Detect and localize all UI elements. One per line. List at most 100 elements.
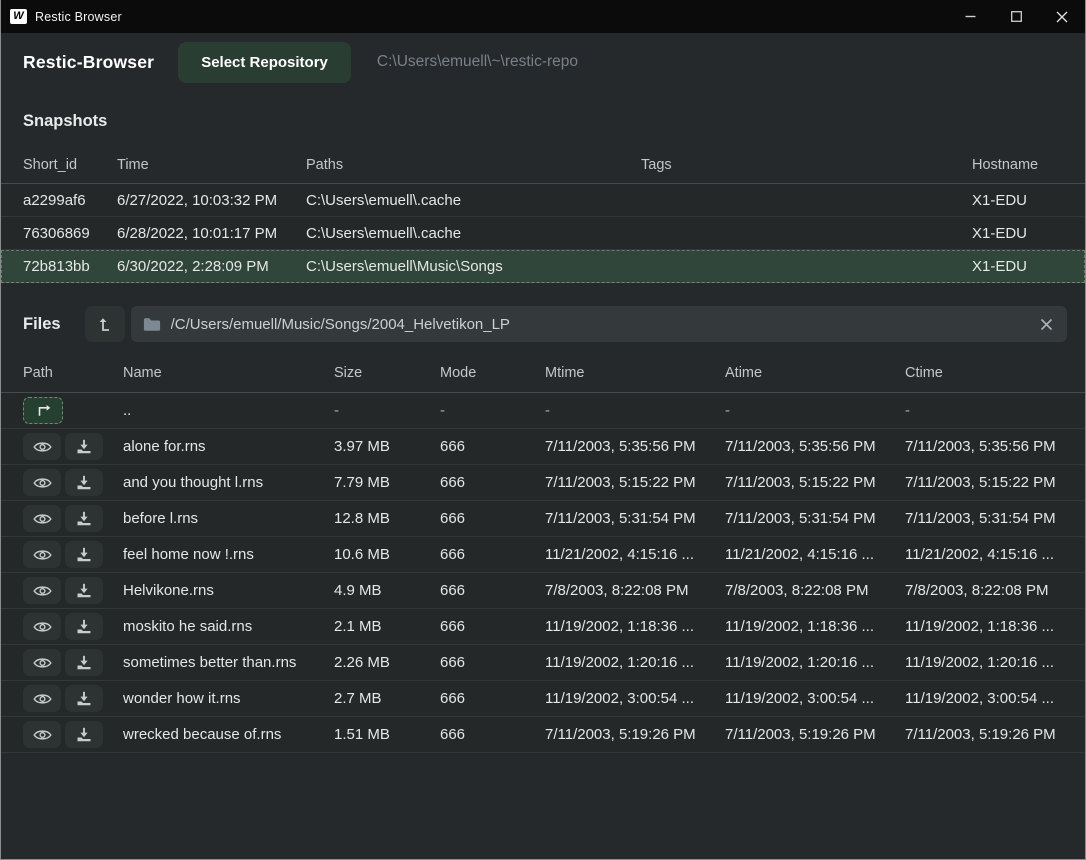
window-title: Restic Browser [35,9,122,24]
download-file-button[interactable] [65,433,103,460]
preview-file-button[interactable] [23,649,61,676]
level-up-icon [99,317,109,331]
file-mtime: - [545,402,550,419]
column-header-mtime: Mtime [545,364,585,381]
download-icon [77,511,91,526]
column-header-tags: Tags [641,156,672,173]
maximize-button[interactable] [993,0,1039,33]
column-header-hostname: Hostname [972,156,1039,173]
file-row[interactable]: moskito he said.rns 2.1 MB 666 11/19/200… [1,609,1085,645]
select-repository-button[interactable]: Select Repository [178,41,351,83]
preview-file-button[interactable] [23,469,61,496]
snapshot-short-id: a2299af6 [23,191,86,209]
file-atime: 11/19/2002, 3:00:54 ... [725,690,875,707]
column-header-atime: Atime [725,364,763,381]
snapshots-table-header: Short_id Time Paths Tags Hostname [1,146,1085,184]
download-file-button[interactable] [65,469,103,496]
file-row[interactable]: wrecked because of.rns 1.51 MB 666 7/11/… [1,717,1085,753]
files-table: .. - - - - - [1,393,1085,753]
file-size: 1.51 MB [334,726,390,743]
eye-icon [32,657,52,668]
file-mode: - [440,402,445,419]
file-mtime: 11/19/2002, 3:00:54 ... [545,690,695,707]
download-file-button[interactable] [65,541,103,568]
snapshot-row[interactable]: a2299af6 6/27/2022, 10:03:32 PM C:\Users… [1,184,1085,217]
file-size: 7.79 MB [334,474,390,491]
file-mode: 666 [440,474,466,491]
file-row[interactable]: alone for.rns 3.97 MB 666 7/11/2003, 5:3… [1,429,1085,465]
file-row[interactable]: feel home now !.rns 10.6 MB 666 11/21/20… [1,537,1085,573]
current-path-bar[interactable]: /C/Users/emuell/Music/Songs/2004_Helveti… [130,306,1067,342]
file-ctime: 11/19/2002, 1:20:16 ... [905,654,1055,671]
download-icon [77,655,91,670]
column-header-time: Time [117,156,149,173]
file-mode: 666 [440,510,466,527]
files-section-title: Files [23,314,61,333]
column-header-short-id: Short_id [23,156,78,173]
files-toolbar: Files /C/Users/emuell/Music/Songs/2004_H… [1,295,1085,353]
column-header-name: Name [123,364,162,381]
download-file-button[interactable] [65,505,103,532]
file-atime: - [725,402,730,419]
clear-path-button[interactable] [1038,316,1055,333]
download-file-button[interactable] [65,577,103,604]
snapshot-row[interactable]: 76306869 6/28/2022, 10:01:17 PM C:\Users… [1,217,1085,250]
snapshot-hostname: X1-EDU [972,224,1028,242]
snapshot-time: 6/30/2022, 2:28:09 PM [117,257,269,275]
download-icon [77,691,91,706]
snapshots-section-title: Snapshots [23,112,108,130]
file-mode: 666 [440,582,466,599]
file-row[interactable]: and you thought l.rns 7.79 MB 666 7/11/2… [1,465,1085,501]
column-header-path: Path [23,364,53,381]
file-name: wonder how it.rns [123,690,241,707]
file-size: - [334,402,339,419]
file-ctime: - [905,402,910,419]
snapshot-row[interactable]: 72b813bb 6/30/2022, 2:28:09 PM C:\Users\… [1,250,1085,283]
file-atime: 7/11/2003, 5:31:54 PM [725,510,876,527]
go-parent-directory-button[interactable] [23,397,63,424]
file-mode: 666 [440,690,466,707]
download-file-button[interactable] [65,613,103,640]
file-size: 10.6 MB [334,546,390,563]
download-file-button[interactable] [65,685,103,712]
snapshot-paths: C:\Users\emuell\.cache [306,191,462,209]
file-name: alone for.rns [123,438,206,455]
go-to-root-button[interactable] [84,306,125,342]
eye-icon [32,729,52,740]
file-row[interactable]: before l.rns 12.8 MB 666 7/11/2003, 5:31… [1,501,1085,537]
close-button[interactable] [1039,0,1085,33]
file-row[interactable]: wonder how it.rns 2.7 MB 666 11/19/2002,… [1,681,1085,717]
app-name: Restic-Browser [23,51,155,72]
preview-file-button[interactable] [23,613,61,640]
file-atime: 7/11/2003, 5:15:22 PM [725,474,876,491]
parent-directory-row[interactable]: .. - - - - - [1,393,1085,429]
file-name: .. [123,402,132,419]
window-titlebar: W Restic Browser [1,0,1085,33]
preview-file-button[interactable] [23,505,61,532]
download-icon [77,547,91,562]
preview-file-button[interactable] [23,685,61,712]
snapshot-paths: C:\Users\emuell\Music\Songs [306,257,503,275]
window-controls [947,0,1085,33]
file-mtime: 7/11/2003, 5:19:26 PM [545,726,696,743]
file-ctime: 7/8/2003, 8:22:08 PM [905,582,1049,599]
preview-file-button[interactable] [23,721,61,748]
current-path-value: /C/Users/emuell/Music/Songs/2004_Helveti… [170,315,510,333]
file-mtime: 11/19/2002, 1:20:16 ... [545,654,695,671]
eye-icon [32,513,52,524]
file-row[interactable]: sometimes better than.rns 2.26 MB 666 11… [1,645,1085,681]
file-ctime: 7/11/2003, 5:19:26 PM [905,726,1056,743]
file-name: Helvikone.rns [123,582,214,599]
app-header: Restic-Browser Select Repository C:\User… [1,33,1085,91]
preview-file-button[interactable] [23,541,61,568]
download-file-button[interactable] [65,721,103,748]
file-mtime: 7/11/2003, 5:15:22 PM [545,474,696,491]
minimize-button[interactable] [947,0,993,33]
preview-file-button[interactable] [23,577,61,604]
file-row[interactable]: Helvikone.rns 4.9 MB 666 7/8/2003, 8:22:… [1,573,1085,609]
download-file-button[interactable] [65,649,103,676]
file-name: before l.rns [123,510,199,527]
preview-file-button[interactable] [23,433,61,460]
file-ctime: 11/19/2002, 1:18:36 ... [905,618,1055,635]
eye-icon [32,549,52,560]
